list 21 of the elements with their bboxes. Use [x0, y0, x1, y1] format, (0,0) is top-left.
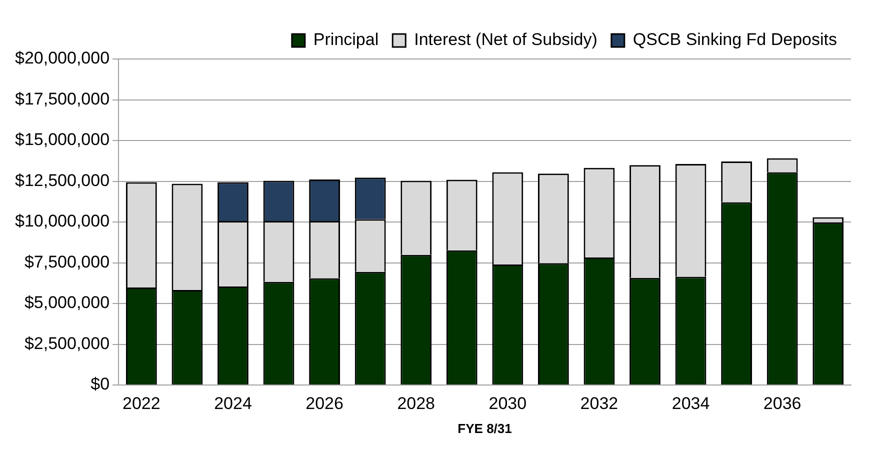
legend-label: Principal: [313, 30, 379, 50]
y-tick-label: $2,500,000: [24, 334, 110, 353]
x-tick-label: 2034: [672, 394, 710, 413]
x-tick-label: 2022: [122, 394, 160, 413]
x-tick-label: 2026: [306, 394, 344, 413]
x-tick-label: 2032: [580, 394, 618, 413]
x-tick-label: 2028: [397, 394, 436, 413]
legend-label: QSCB Sinking Fd Deposits: [632, 30, 838, 50]
x-axis-title: FYE 8/31: [458, 420, 512, 436]
legend-label: Interest (Net of Subsidy): [414, 30, 598, 50]
y-tick-label: $0: [90, 374, 110, 394]
y-tick-label: $10,000,000: [14, 212, 110, 231]
y-tick-label: $15,000,000: [14, 130, 110, 150]
x-tick-label: 2036: [763, 394, 802, 413]
y-tick-label: $7,500,000: [24, 252, 110, 272]
x-tick-label: 2030: [488, 394, 527, 413]
y-tick-label: $5,000,000: [24, 293, 110, 312]
y-tick-label: $12,500,000: [14, 170, 110, 190]
y-tick-label: $20,000,000: [14, 48, 110, 68]
x-tick-label: 2024: [214, 394, 252, 413]
y-tick-label: $17,500,000: [14, 89, 110, 108]
